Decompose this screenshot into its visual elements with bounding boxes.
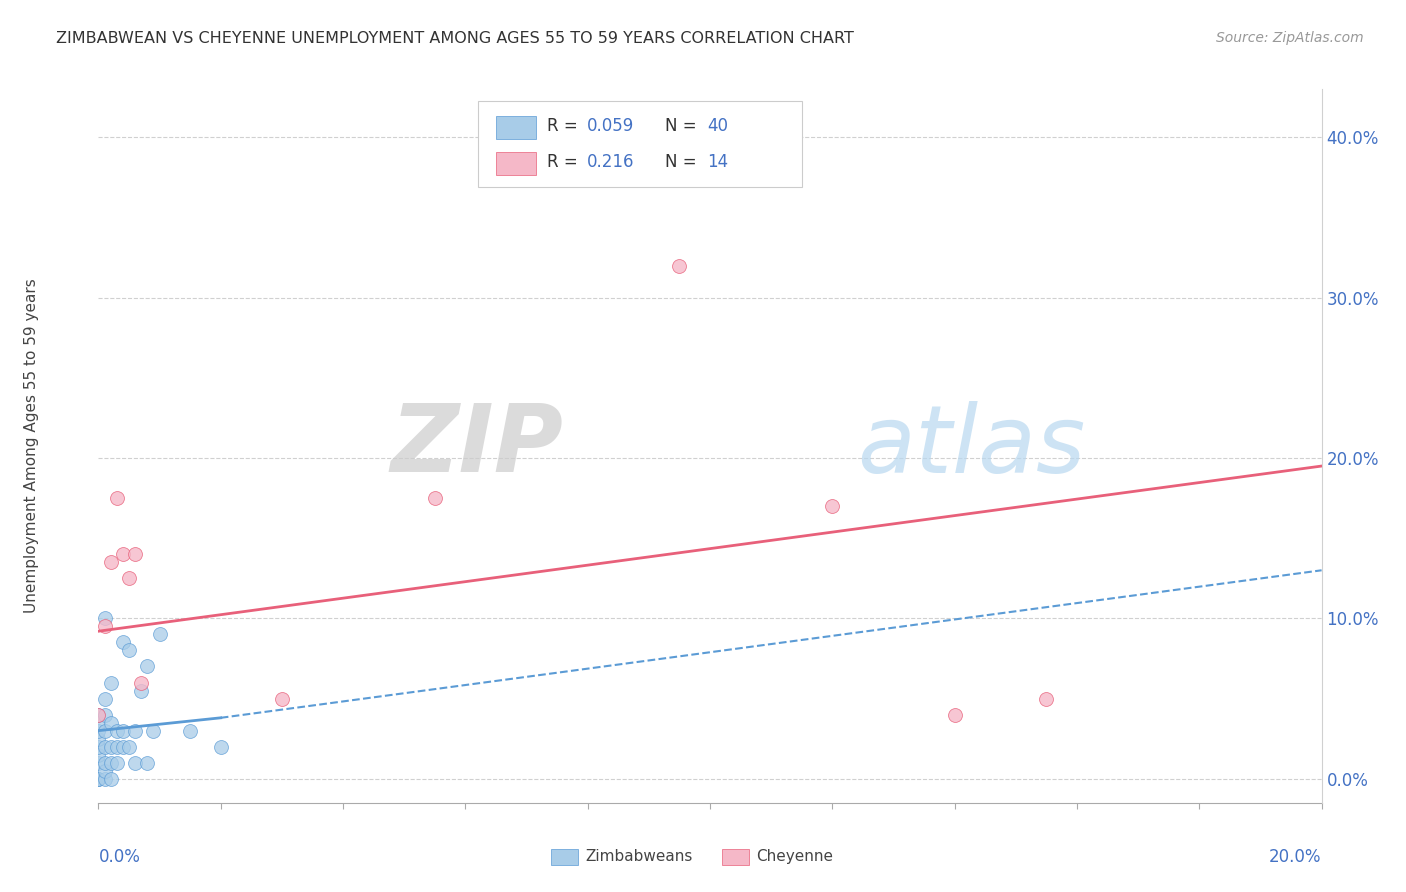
Point (943, 707, 966, 722)
Text: 0.0%: 0.0% (98, 847, 141, 866)
Text: 14: 14 (707, 153, 728, 171)
Point (93, 707, 115, 722)
Point (100, 675, 122, 690)
Point (87, 772, 110, 786)
Point (136, 756, 159, 770)
Text: N =: N = (665, 153, 702, 171)
Text: 0.059: 0.059 (586, 118, 634, 136)
FancyBboxPatch shape (478, 102, 801, 187)
Point (668, 259, 690, 273)
Bar (496, 116, 536, 139)
Point (129, 683, 152, 698)
Point (87, 707, 110, 722)
Bar (496, 152, 536, 175)
Point (100, 715, 122, 730)
Point (100, 756, 122, 770)
Text: ZIP: ZIP (391, 400, 564, 492)
Text: Source: ZipAtlas.com: Source: ZipAtlas.com (1216, 31, 1364, 45)
Bar (723, 849, 749, 865)
Bar (551, 849, 578, 865)
Text: R =: R = (547, 118, 583, 136)
Text: atlas: atlas (856, 401, 1085, 491)
Point (111, 723, 134, 738)
Point (100, 772, 122, 786)
Point (423, 491, 446, 505)
Point (118, 643, 141, 657)
Point (111, 739, 134, 754)
Text: R =: R = (547, 153, 583, 171)
Point (129, 675, 152, 690)
Point (93, 756, 115, 770)
Point (87, 772, 110, 786)
Point (87, 715, 110, 730)
Point (136, 659, 159, 673)
Text: Zimbabweans: Zimbabweans (585, 849, 693, 863)
Point (93, 691, 115, 706)
Point (124, 756, 146, 770)
Point (105, 756, 128, 770)
Point (821, 499, 844, 513)
Point (111, 547, 134, 561)
Point (87, 723, 110, 738)
Point (118, 571, 141, 585)
Point (93, 772, 115, 786)
Text: 20.0%: 20.0% (1270, 847, 1322, 866)
Point (270, 691, 292, 706)
Point (111, 635, 134, 649)
Point (179, 723, 201, 738)
Text: 0.216: 0.216 (586, 153, 634, 171)
Point (105, 723, 128, 738)
Point (100, 739, 122, 754)
Text: N =: N = (665, 118, 702, 136)
Text: Unemployment Among Ages 55 to 59 years: Unemployment Among Ages 55 to 59 years (24, 278, 38, 614)
Point (93, 611, 115, 625)
Point (105, 739, 128, 754)
Point (124, 723, 146, 738)
Point (209, 739, 232, 754)
Point (1035, 691, 1057, 706)
Text: 40: 40 (707, 118, 728, 136)
Point (105, 491, 128, 505)
Point (93, 739, 115, 754)
Point (149, 627, 172, 641)
Point (142, 723, 165, 738)
Text: ZIMBABWEAN VS CHEYENNE UNEMPLOYMENT AMONG AGES 55 TO 59 YEARS CORRELATION CHART: ZIMBABWEAN VS CHEYENNE UNEMPLOYMENT AMON… (56, 31, 853, 46)
Text: Cheyenne: Cheyenne (756, 849, 834, 863)
Point (93, 619, 115, 633)
Point (87, 747, 110, 762)
Point (87, 731, 110, 746)
Point (87, 756, 110, 770)
Point (93, 764, 115, 778)
Point (93, 723, 115, 738)
Point (118, 739, 141, 754)
Point (87, 772, 110, 786)
Point (87, 739, 110, 754)
Point (87, 707, 110, 722)
Point (100, 555, 122, 569)
Point (124, 547, 146, 561)
